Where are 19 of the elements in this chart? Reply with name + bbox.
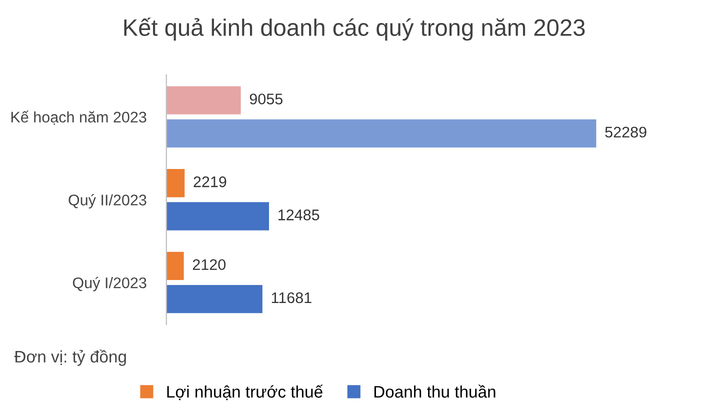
bar: [166, 86, 241, 114]
bar: [166, 252, 184, 280]
chart-title: Kết quả kinh doanh các quý trong năm 2023: [124, 18, 585, 41]
data-label: 12485: [278, 210, 320, 220]
y-tick-label: Quý I/2023: [72, 276, 146, 292]
data-label: 2120: [192, 259, 226, 270]
y-tick-label: Kế hoạch năm 2023: [11, 110, 146, 125]
data-label: 52289: [605, 126, 646, 138]
text: Đơn vị: tỷ đồng: [14, 350, 126, 366]
bar: [166, 202, 270, 230]
legend-label: Doanh thu thuần: [374, 384, 496, 398]
bar: [166, 169, 185, 198]
data-label: 11681: [272, 292, 312, 304]
y-tick-label: Quý II/2023: [68, 194, 146, 208]
bar: [166, 284, 262, 314]
data-label: 9055: [250, 94, 282, 104]
legend-label: Lợi nhuận trước thuế: [167, 384, 323, 400]
bar: [166, 119, 596, 148]
data-label: 2219: [194, 176, 226, 188]
